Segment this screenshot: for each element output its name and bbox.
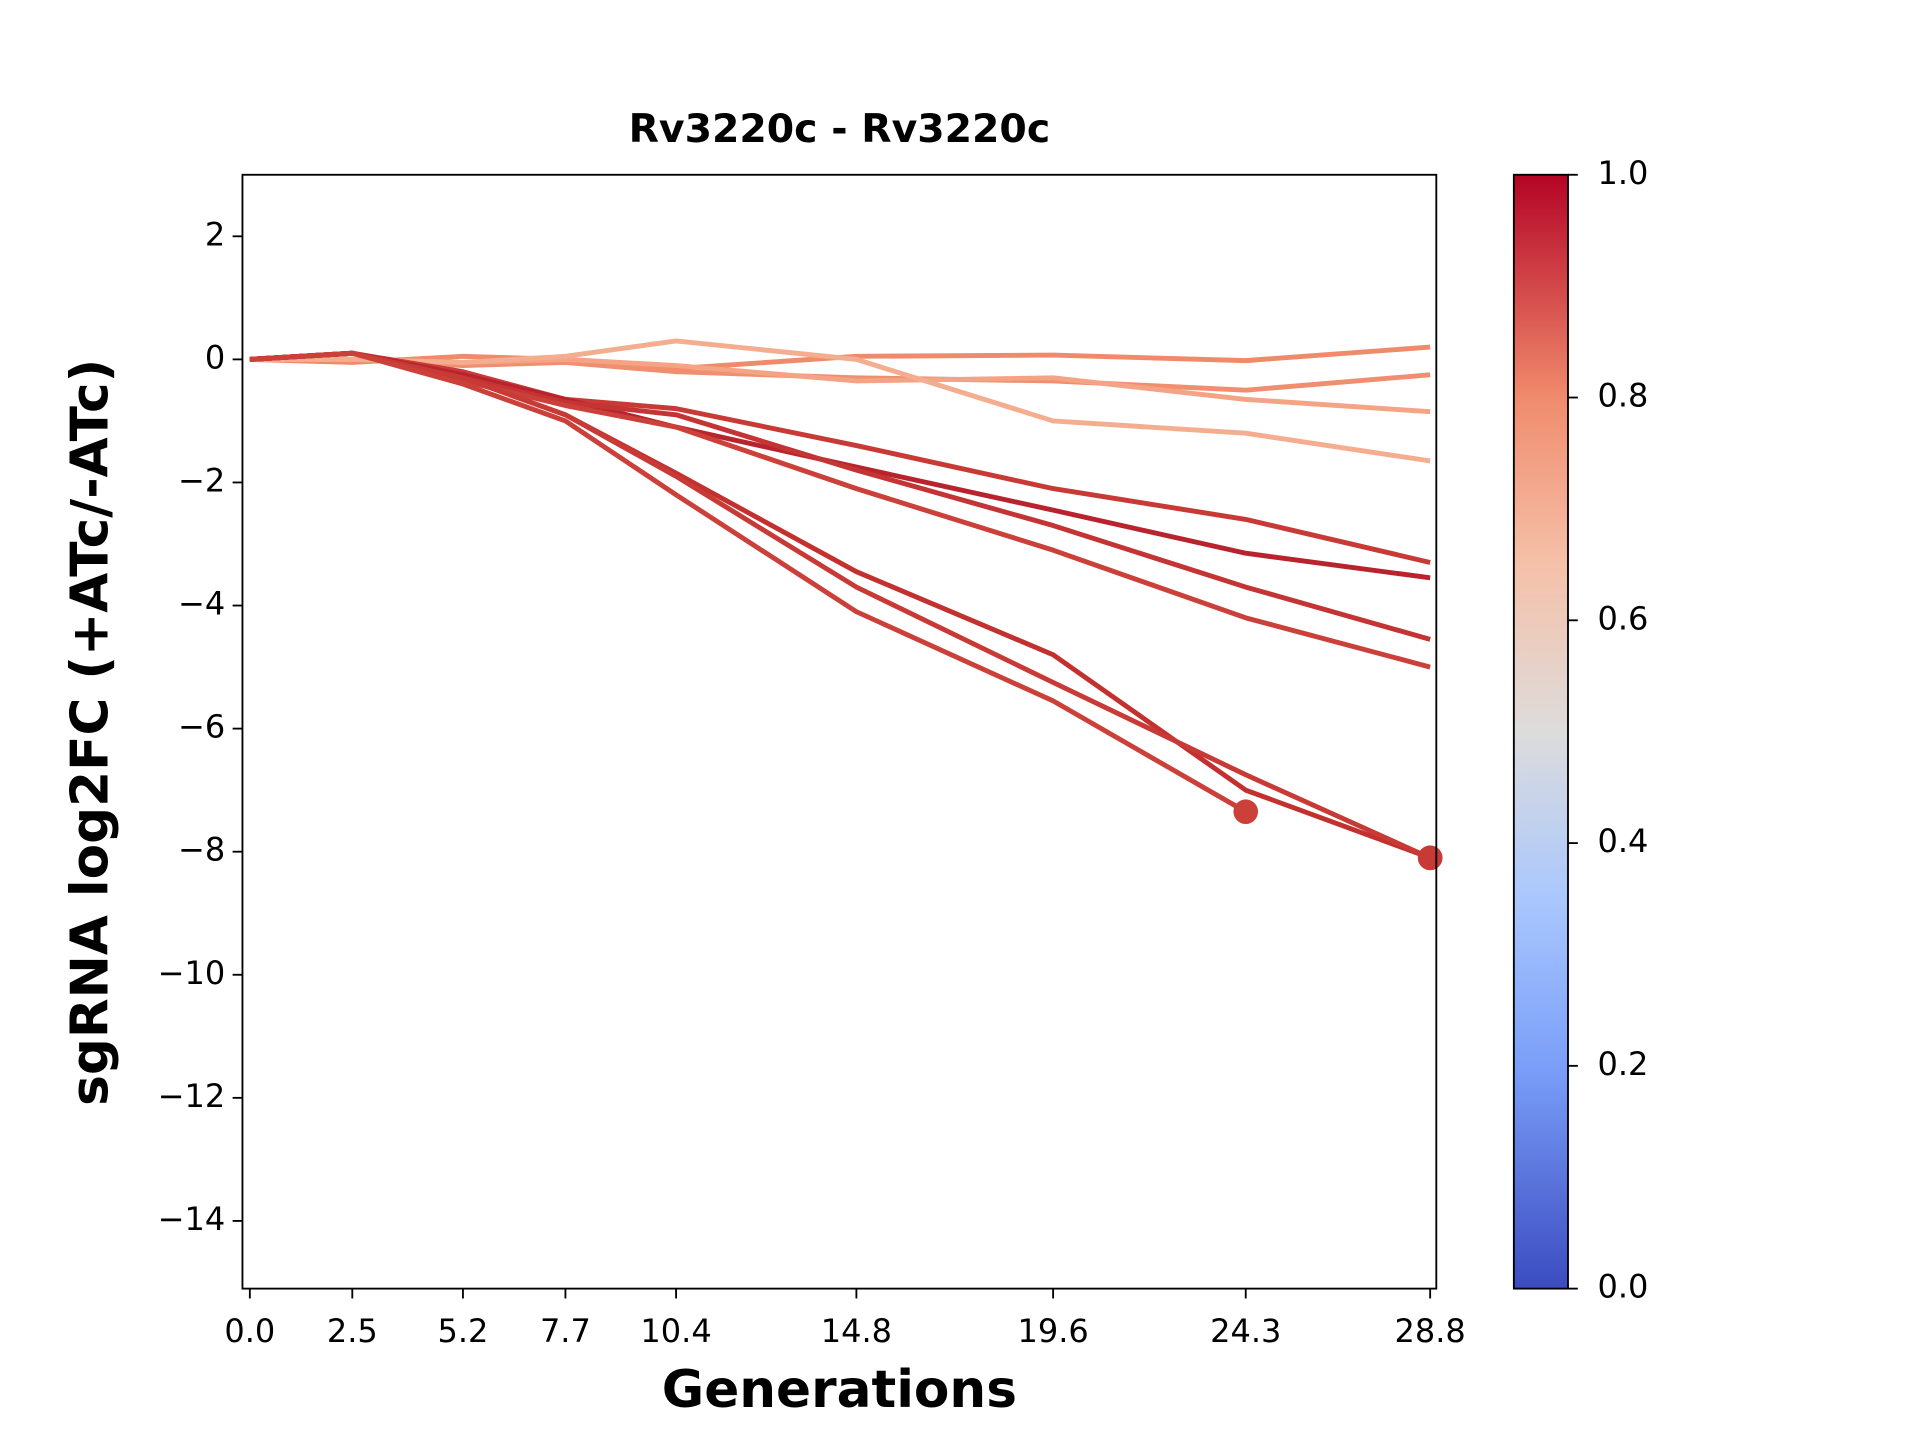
colorbar-tick-label: 0.4 [1598, 822, 1649, 860]
series-line [249, 350, 1431, 565]
end-marker [1233, 799, 1259, 824]
series-line [249, 350, 1247, 814]
x-axis-label: Generations [662, 1360, 1017, 1420]
end-marker [1417, 845, 1443, 871]
x-tick-label: 28.8 [1395, 1312, 1466, 1350]
colorbar-tick-label: 0.2 [1598, 1045, 1649, 1083]
x-tick-label: 14.8 [821, 1312, 892, 1350]
x-tick-label: 5.2 [438, 1312, 489, 1350]
x-tick-label: 10.4 [640, 1312, 711, 1350]
plot-frame [241, 173, 1438, 1290]
y-tick-label: 0 [205, 338, 225, 376]
series-line [249, 350, 1431, 642]
colorbar-tick-label: 0.6 [1598, 599, 1649, 637]
y-tick-label: −14 [158, 1200, 226, 1238]
colorbar-tick-label: 0.8 [1598, 377, 1649, 415]
y-tick-label: −8 [178, 831, 225, 869]
x-tick-label: 7.7 [540, 1312, 591, 1350]
y-tick-label: −10 [158, 954, 226, 992]
series-line [249, 350, 1432, 861]
y-tick-label: −4 [178, 585, 225, 623]
x-tick-label: 24.3 [1210, 1312, 1281, 1350]
y-tick-label: −2 [178, 461, 225, 499]
y-axis-label: sgRNA log2FC (+ATc/-ATc) [61, 359, 121, 1106]
colorbar [1512, 173, 1569, 1290]
y-tick-label: −6 [178, 708, 225, 746]
y-tick-label: −12 [158, 1077, 226, 1115]
x-tick-label: 19.6 [1017, 1312, 1088, 1350]
colorbar-tick-label: 1.0 [1598, 154, 1649, 192]
x-tick-label: 2.5 [327, 1312, 378, 1350]
x-tick-label: 0.0 [224, 1312, 275, 1350]
y-tick-label: 2 [205, 215, 225, 253]
series-line [249, 350, 1432, 861]
chart-title: Rv3220c - Rv3220c [629, 106, 1051, 152]
colorbar-tick-label: 0.0 [1598, 1268, 1649, 1306]
